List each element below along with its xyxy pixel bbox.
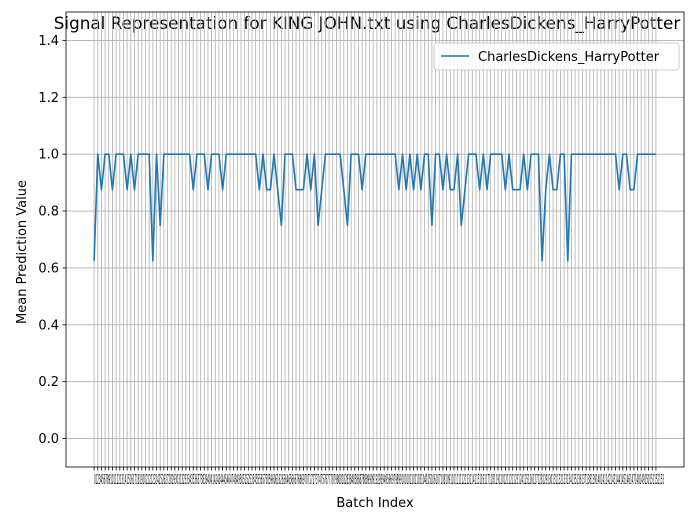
y-axis-ticks: 0.0 0.2 0.4 0.6 0.8 1.0 1.2 1.4 xyxy=(38,34,66,447)
y-tick-label: 0.0 xyxy=(38,432,59,447)
x-axis-label: Batch Index xyxy=(336,496,414,511)
y-tick-label: 1.4 xyxy=(38,34,59,49)
series-line xyxy=(93,153,656,262)
y-tick-label: 0.2 xyxy=(38,375,59,390)
x-axis-tick-labels: 0123456789101112131415161718192021222324… xyxy=(94,472,664,488)
plot-area-frame xyxy=(65,11,685,468)
y-tick-label: 0.4 xyxy=(38,318,59,333)
legend-box xyxy=(433,42,680,71)
y-tick-label: 0.8 xyxy=(38,205,59,220)
legend: CharlesDickens_HarryPotter xyxy=(433,42,680,71)
y-tick-label: 0.6 xyxy=(38,261,59,276)
legend-label: CharlesDickens_HarryPotter xyxy=(478,50,660,65)
series-layer xyxy=(93,153,656,262)
y-tick-label: 1.2 xyxy=(38,91,59,106)
x-axis-ticks xyxy=(93,467,657,471)
y-tick-label: 1.0 xyxy=(38,148,59,163)
grid xyxy=(66,12,684,467)
y-axis-label: Mean Prediction Value xyxy=(15,180,30,324)
